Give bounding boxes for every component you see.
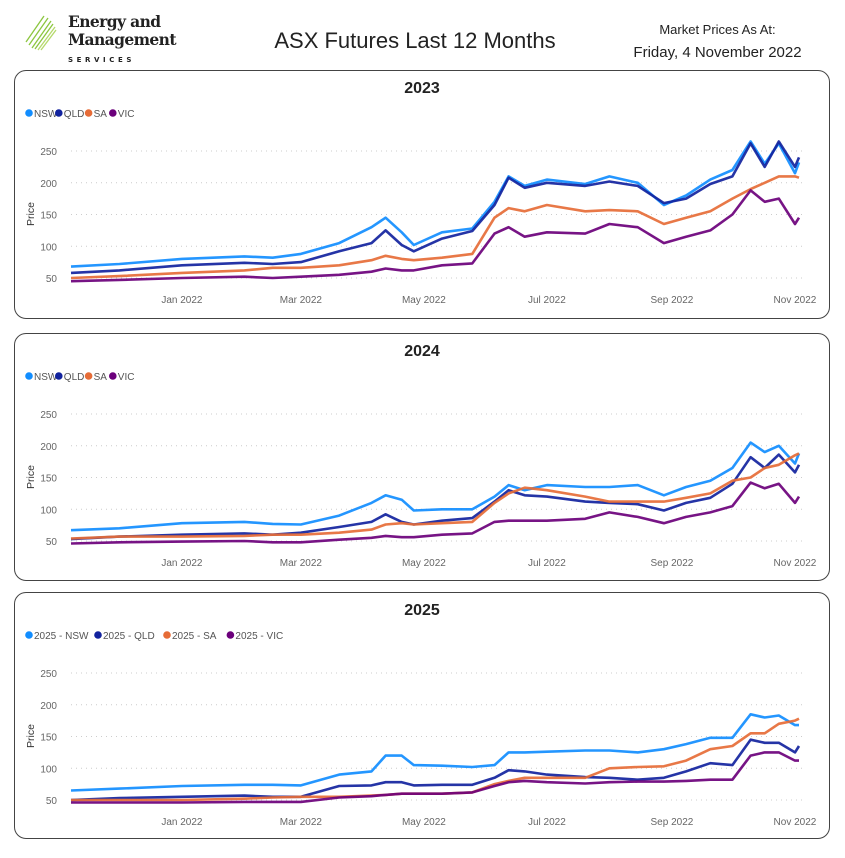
legend-marker-nsw[interactable]: [25, 372, 33, 380]
y-tick-label: 150: [40, 474, 57, 485]
legend-marker-nsw[interactable]: [25, 109, 33, 117]
legend-label-sa[interactable]: SA: [94, 372, 108, 383]
x-tick-label: May 2022: [402, 817, 446, 828]
legend-label-vic[interactable]: VIC: [118, 372, 135, 383]
legend-label-sa[interactable]: 2025 - SA: [172, 631, 217, 642]
y-tick-label: 150: [40, 733, 57, 744]
series-line-nsw: [70, 140, 801, 268]
y-tick-label: 200: [40, 179, 57, 190]
legend-marker-qld[interactable]: [55, 109, 63, 117]
chart-panel-2025: 2025 2025 - NSW 2025 - QLD 2025 - SA 2025 - …: [14, 592, 830, 839]
y-tick-label: 100: [40, 764, 57, 775]
series-line-sa: [71, 717, 800, 802]
x-tick-label: Jan 2022: [161, 295, 203, 306]
y-axis-label: Price: [25, 465, 37, 489]
x-tick-label: Mar 2022: [280, 295, 323, 306]
x-tick-label: Jul 2022: [528, 295, 566, 306]
y-tick-label: 200: [40, 442, 57, 453]
series-line-vic: [70, 481, 801, 545]
legend-label-qld[interactable]: QLD: [64, 109, 85, 120]
chart-2025: 2025 2025 - NSW 2025 - QLD 2025 - SA 2025 - …: [25, 602, 817, 828]
legend-marker-qld[interactable]: [55, 372, 63, 380]
y-tick-label: 250: [40, 147, 57, 158]
x-tick-label: Nov 2022: [774, 558, 817, 569]
y-tick-label: 200: [40, 701, 57, 712]
legend-marker-nsw[interactable]: [25, 631, 33, 639]
y-tick-label: 100: [40, 242, 57, 253]
x-tick-label: Jul 2022: [528, 817, 566, 828]
legend-label-sa[interactable]: SA: [94, 109, 108, 120]
legend-label-qld[interactable]: QLD: [64, 372, 85, 383]
x-tick-label: May 2022: [402, 558, 446, 569]
y-tick-label: 100: [40, 505, 57, 516]
series-line-vic: [71, 751, 799, 804]
as-at-date: Friday, 4 November 2022: [633, 44, 802, 61]
y-tick-label: 250: [40, 669, 57, 680]
company-logo: Energy and Management SERVICES: [24, 12, 194, 67]
y-axis-label: Price: [25, 202, 37, 226]
x-tick-label: Sep 2022: [651, 295, 694, 306]
x-tick-label: Jul 2022: [528, 558, 566, 569]
chart-2024: 2024 NSW QLD SA VIC 50 100 150 200 250 Jan 2022 Mar…: [25, 343, 817, 569]
legend-marker-qld[interactable]: [94, 631, 102, 639]
legend-label-nsw[interactable]: NSW: [34, 372, 58, 383]
legend-marker-sa[interactable]: [163, 631, 171, 639]
x-tick-label: Jan 2022: [161, 817, 203, 828]
x-tick-label: Mar 2022: [280, 558, 323, 569]
legend-marker-vic[interactable]: [109, 109, 117, 117]
x-tick-label: Mar 2022: [280, 817, 323, 828]
legend-marker-sa[interactable]: [84, 372, 93, 380]
legend-marker-sa[interactable]: [84, 109, 93, 117]
x-tick-label: Sep 2022: [651, 558, 694, 569]
series-line-vic: [70, 189, 801, 283]
as-at-label: Market Prices As At:: [659, 22, 776, 37]
chart-title: 2025: [404, 602, 440, 619]
logo-line2: Management: [68, 30, 177, 49]
logo-stripes-icon: [25, 15, 57, 51]
series-line-nsw: [70, 441, 801, 532]
chart-2023: 2023 NSW QLD SA VIC 50 100 150 200 250 Jan 2022 Mar…: [25, 80, 817, 306]
x-tick-label: Nov 2022: [774, 817, 817, 828]
chart-title: 2023: [404, 80, 440, 97]
chart-panel-2023: 2023 NSW QLD SA VIC 50 100 150 200 250 Jan 2022 Mar…: [14, 70, 830, 319]
series-line-qld: [70, 738, 801, 802]
x-tick-label: Nov 2022: [774, 295, 817, 306]
series-line-qld: [70, 453, 801, 541]
legend-label-qld[interactable]: 2025 - QLD: [103, 631, 155, 642]
logo-line1: Energy and: [68, 12, 161, 31]
x-tick-label: Jan 2022: [161, 558, 203, 569]
legend-label-nsw[interactable]: NSW: [34, 109, 58, 120]
series-line-sa: [70, 175, 800, 280]
legend-label-nsw[interactable]: 2025 - NSW: [34, 631, 89, 642]
series-line-nsw: [70, 713, 799, 792]
x-tick-label: May 2022: [402, 295, 446, 306]
chart-title: 2024: [404, 343, 440, 360]
logo-name: Energy and Management: [68, 12, 177, 49]
series-line-sa: [70, 452, 800, 540]
y-axis-label: Price: [25, 724, 37, 748]
legend-label-vic[interactable]: 2025 - VIC: [235, 631, 283, 642]
y-tick-label: 150: [40, 211, 57, 222]
chart-panel-2024: 2024 NSW QLD SA VIC 50 100 150 200 250 Jan 2022 Mar…: [14, 333, 830, 581]
y-tick-label: 50: [46, 796, 58, 807]
legend-marker-vic[interactable]: [226, 631, 235, 639]
page-title: ASX Futures Last 12 Months: [274, 28, 556, 53]
y-tick-label: 50: [46, 274, 58, 285]
x-tick-label: Sep 2022: [651, 817, 694, 828]
logo-services: SERVICES: [68, 56, 135, 64]
series-line-qld: [70, 140, 801, 275]
legend-marker-vic[interactable]: [109, 372, 117, 380]
y-tick-label: 50: [46, 537, 58, 548]
y-tick-label: 250: [40, 410, 57, 421]
legend-label-vic[interactable]: VIC: [118, 109, 135, 120]
